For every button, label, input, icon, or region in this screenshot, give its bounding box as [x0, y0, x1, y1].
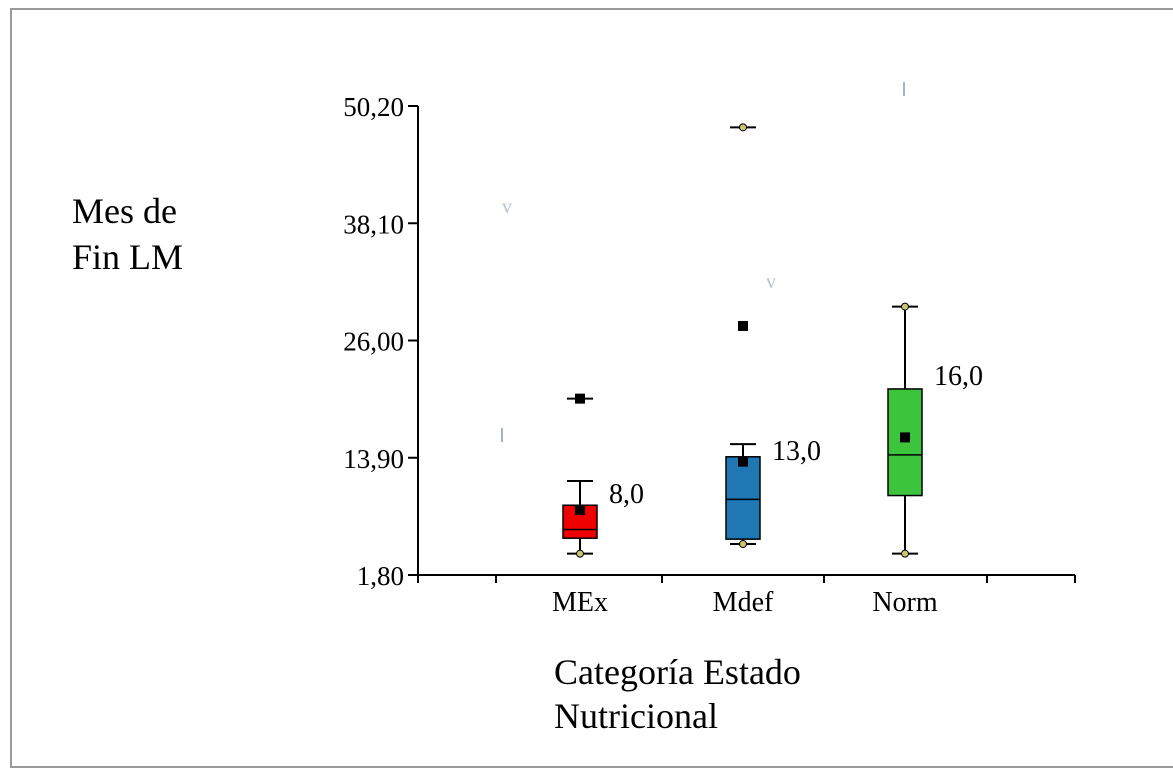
box-value-label: 13,0	[772, 436, 821, 467]
x-tick-label: Mdef	[713, 587, 774, 618]
box-body	[725, 456, 761, 540]
outlier-point	[575, 393, 585, 404]
x-axis-label-line-2: Nutricional	[554, 696, 718, 736]
y-axis-label: Mes de Fin LM	[72, 188, 272, 280]
extreme-point	[739, 539, 747, 548]
y-tick-label: 50,20	[343, 92, 404, 122]
outlier-point	[738, 320, 748, 331]
x-axis-label-line-1: Categoría Estado	[554, 652, 801, 692]
box-body	[562, 504, 598, 539]
mean-marker	[575, 505, 585, 516]
y-axis-label-line-2: Fin LM	[72, 237, 184, 277]
mean-marker	[738, 456, 748, 467]
y-tick-label: 13,90	[343, 444, 404, 474]
box-group-mdef: 13,0	[725, 123, 821, 548]
box-group-mex: 8,0	[562, 393, 644, 558]
y-tick-label: 38,10	[343, 209, 404, 239]
x-tick-label: MEx	[552, 587, 608, 618]
box-group-norm: 16,0	[887, 302, 983, 558]
extreme-point	[576, 549, 584, 558]
y-axis-label-line-1: Mes de	[72, 191, 177, 231]
x-tick-label: Norm	[872, 587, 938, 618]
y-tick-label: 1,80	[357, 561, 404, 591]
mean-marker	[900, 432, 910, 443]
box-plot: 1,80 13,90 26,00 38,10 50,20 MEx Mdef Norm 8,0…	[343, 82, 1076, 618]
extreme-point	[901, 302, 909, 311]
stray-mark: v	[766, 271, 776, 293]
chart-frame	[10, 8, 1173, 768]
stray-mark: v	[502, 196, 512, 218]
box-value-label: 8,0	[609, 479, 644, 510]
outlier-point	[739, 123, 747, 132]
box-value-label: 16,0	[934, 361, 983, 392]
y-tick-label: 26,00	[343, 327, 404, 357]
extreme-point	[901, 549, 909, 558]
x-axis-label: Categoría Estado Nutricional	[554, 650, 954, 738]
